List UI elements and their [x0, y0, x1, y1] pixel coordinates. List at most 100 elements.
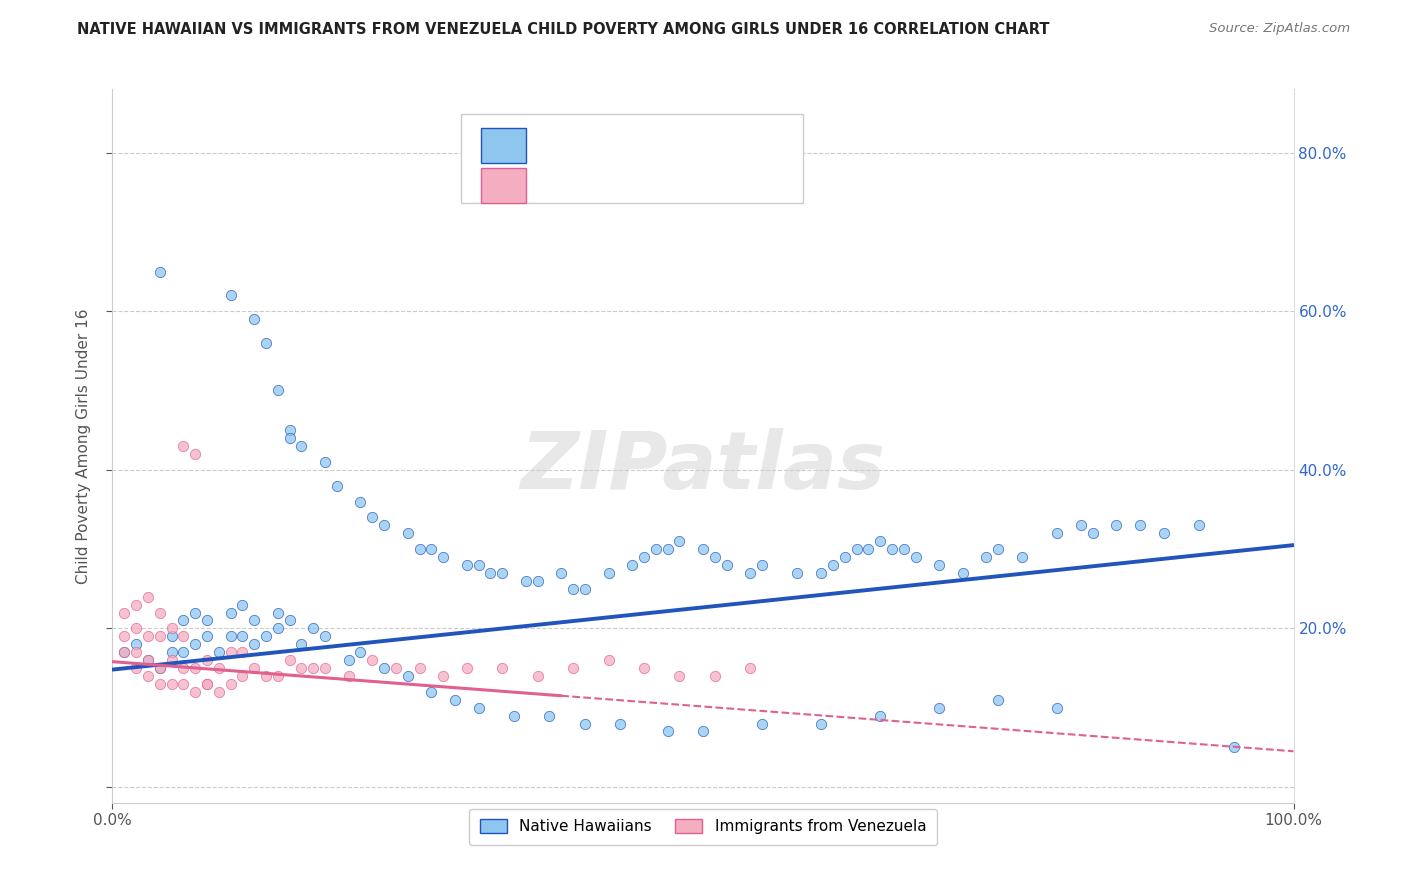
- Point: [657, 542, 679, 557]
- Point: [952, 566, 974, 580]
- Point: [432, 549, 454, 564]
- Point: [302, 661, 325, 675]
- Point: [515, 574, 537, 588]
- Point: [219, 288, 242, 302]
- Point: [125, 645, 148, 659]
- Point: [456, 661, 478, 675]
- Point: [834, 549, 856, 564]
- Point: [160, 645, 183, 659]
- Point: [526, 669, 548, 683]
- Point: [136, 653, 159, 667]
- Point: [136, 629, 159, 643]
- Point: [112, 606, 135, 620]
- Point: [172, 677, 194, 691]
- Text: ZIPatlas: ZIPatlas: [520, 428, 886, 507]
- Point: [136, 669, 159, 683]
- Point: [858, 542, 880, 557]
- Point: [361, 510, 384, 524]
- Point: [987, 692, 1010, 706]
- Point: [598, 653, 620, 667]
- Point: [136, 590, 159, 604]
- Point: [845, 542, 868, 557]
- Point: [869, 708, 891, 723]
- Point: [195, 614, 218, 628]
- Y-axis label: Child Poverty Among Girls Under 16: Child Poverty Among Girls Under 16: [76, 309, 91, 583]
- Point: [112, 645, 135, 659]
- Point: [444, 692, 467, 706]
- Point: [503, 708, 526, 723]
- Point: [267, 384, 290, 398]
- Point: [633, 661, 655, 675]
- Point: [326, 478, 349, 492]
- Point: [172, 629, 194, 643]
- Point: [195, 677, 218, 691]
- Point: [751, 716, 773, 731]
- Point: [267, 621, 290, 635]
- Point: [149, 264, 172, 278]
- Point: [278, 423, 301, 437]
- Point: [633, 549, 655, 564]
- Point: [751, 558, 773, 572]
- Point: [125, 661, 148, 675]
- Point: [821, 558, 844, 572]
- Point: [703, 669, 725, 683]
- Text: NATIVE HAWAIIAN VS IMMIGRANTS FROM VENEZUELA CHILD POVERTY AMONG GIRLS UNDER 16 : NATIVE HAWAIIAN VS IMMIGRANTS FROM VENEZ…: [77, 22, 1050, 37]
- Point: [657, 724, 679, 739]
- Point: [668, 669, 690, 683]
- Point: [526, 574, 548, 588]
- Point: [1129, 518, 1152, 533]
- Point: [125, 621, 148, 635]
- Point: [149, 661, 172, 675]
- Point: [125, 598, 148, 612]
- Point: [574, 582, 596, 596]
- Point: [396, 526, 419, 541]
- Point: [976, 549, 998, 564]
- Point: [550, 566, 572, 580]
- Point: [290, 637, 312, 651]
- Point: [644, 542, 666, 557]
- FancyBboxPatch shape: [481, 128, 526, 162]
- Point: [928, 700, 950, 714]
- Point: [172, 645, 194, 659]
- Point: [267, 606, 290, 620]
- Point: [467, 558, 489, 572]
- Point: [337, 653, 360, 667]
- Point: [160, 629, 183, 643]
- Text: Source: ZipAtlas.com: Source: ZipAtlas.com: [1209, 22, 1350, 36]
- Point: [385, 661, 408, 675]
- Point: [219, 677, 242, 691]
- Point: [479, 566, 502, 580]
- Point: [314, 629, 336, 643]
- Point: [160, 677, 183, 691]
- Point: [786, 566, 808, 580]
- Point: [987, 542, 1010, 557]
- Point: [1081, 526, 1104, 541]
- Point: [231, 669, 253, 683]
- Point: [195, 677, 218, 691]
- Point: [172, 439, 194, 453]
- Point: [337, 669, 360, 683]
- Point: [1105, 518, 1128, 533]
- Point: [195, 653, 218, 667]
- Point: [314, 455, 336, 469]
- Point: [1011, 549, 1033, 564]
- Point: [621, 558, 644, 572]
- Point: [112, 629, 135, 643]
- Point: [562, 661, 585, 675]
- Point: [219, 606, 242, 620]
- Point: [538, 708, 561, 723]
- Point: [243, 661, 266, 675]
- Point: [208, 645, 231, 659]
- Text: R = -0.145   N =  55: R = -0.145 N = 55: [537, 177, 714, 194]
- Point: [184, 447, 207, 461]
- Point: [740, 566, 762, 580]
- Point: [928, 558, 950, 572]
- Point: [231, 598, 253, 612]
- Point: [668, 534, 690, 549]
- Point: [420, 542, 443, 557]
- Point: [267, 669, 290, 683]
- Point: [208, 685, 231, 699]
- Point: [125, 637, 148, 651]
- Point: [172, 661, 194, 675]
- Point: [149, 606, 172, 620]
